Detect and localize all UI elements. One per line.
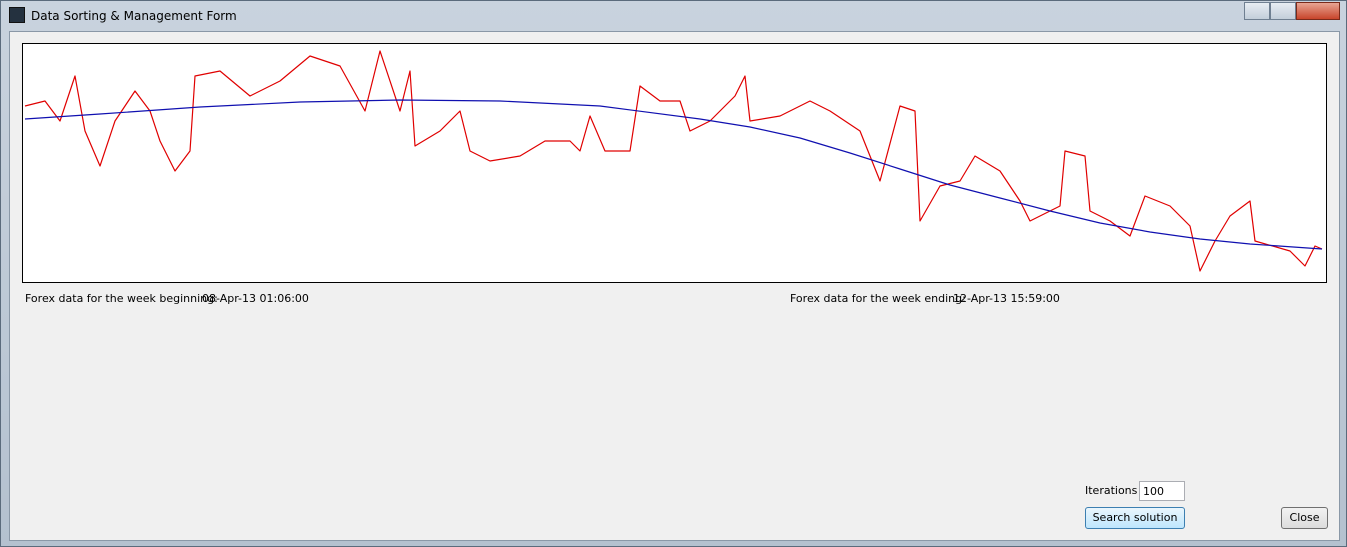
start-label: Forex data for the week beginning: [25,292,218,305]
minimize-button[interactable] [1244,2,1270,20]
search-button[interactable]: Search solution [1085,507,1185,529]
app-icon [9,7,25,23]
close-window-button[interactable] [1296,2,1340,20]
end-label: Forex data for the week ending: [790,292,966,305]
iterations-label: Iterations [1085,484,1138,497]
close-button[interactable]: Close [1281,507,1328,529]
start-value: 08-Apr-13 01:06:00 [202,292,309,305]
series-line [24,99,1323,250]
maximize-button[interactable] [1270,2,1296,20]
end-value: 12-Apr-13 15:59:00 [953,292,1060,305]
plot-frame [22,43,1327,283]
iterations-input[interactable]: 100 [1139,481,1185,501]
window-title: Data Sorting & Management Form [31,9,237,23]
window-buttons [1244,2,1340,20]
title-bar: Data Sorting & Management Form [1,1,1346,29]
series-line [24,50,1323,272]
